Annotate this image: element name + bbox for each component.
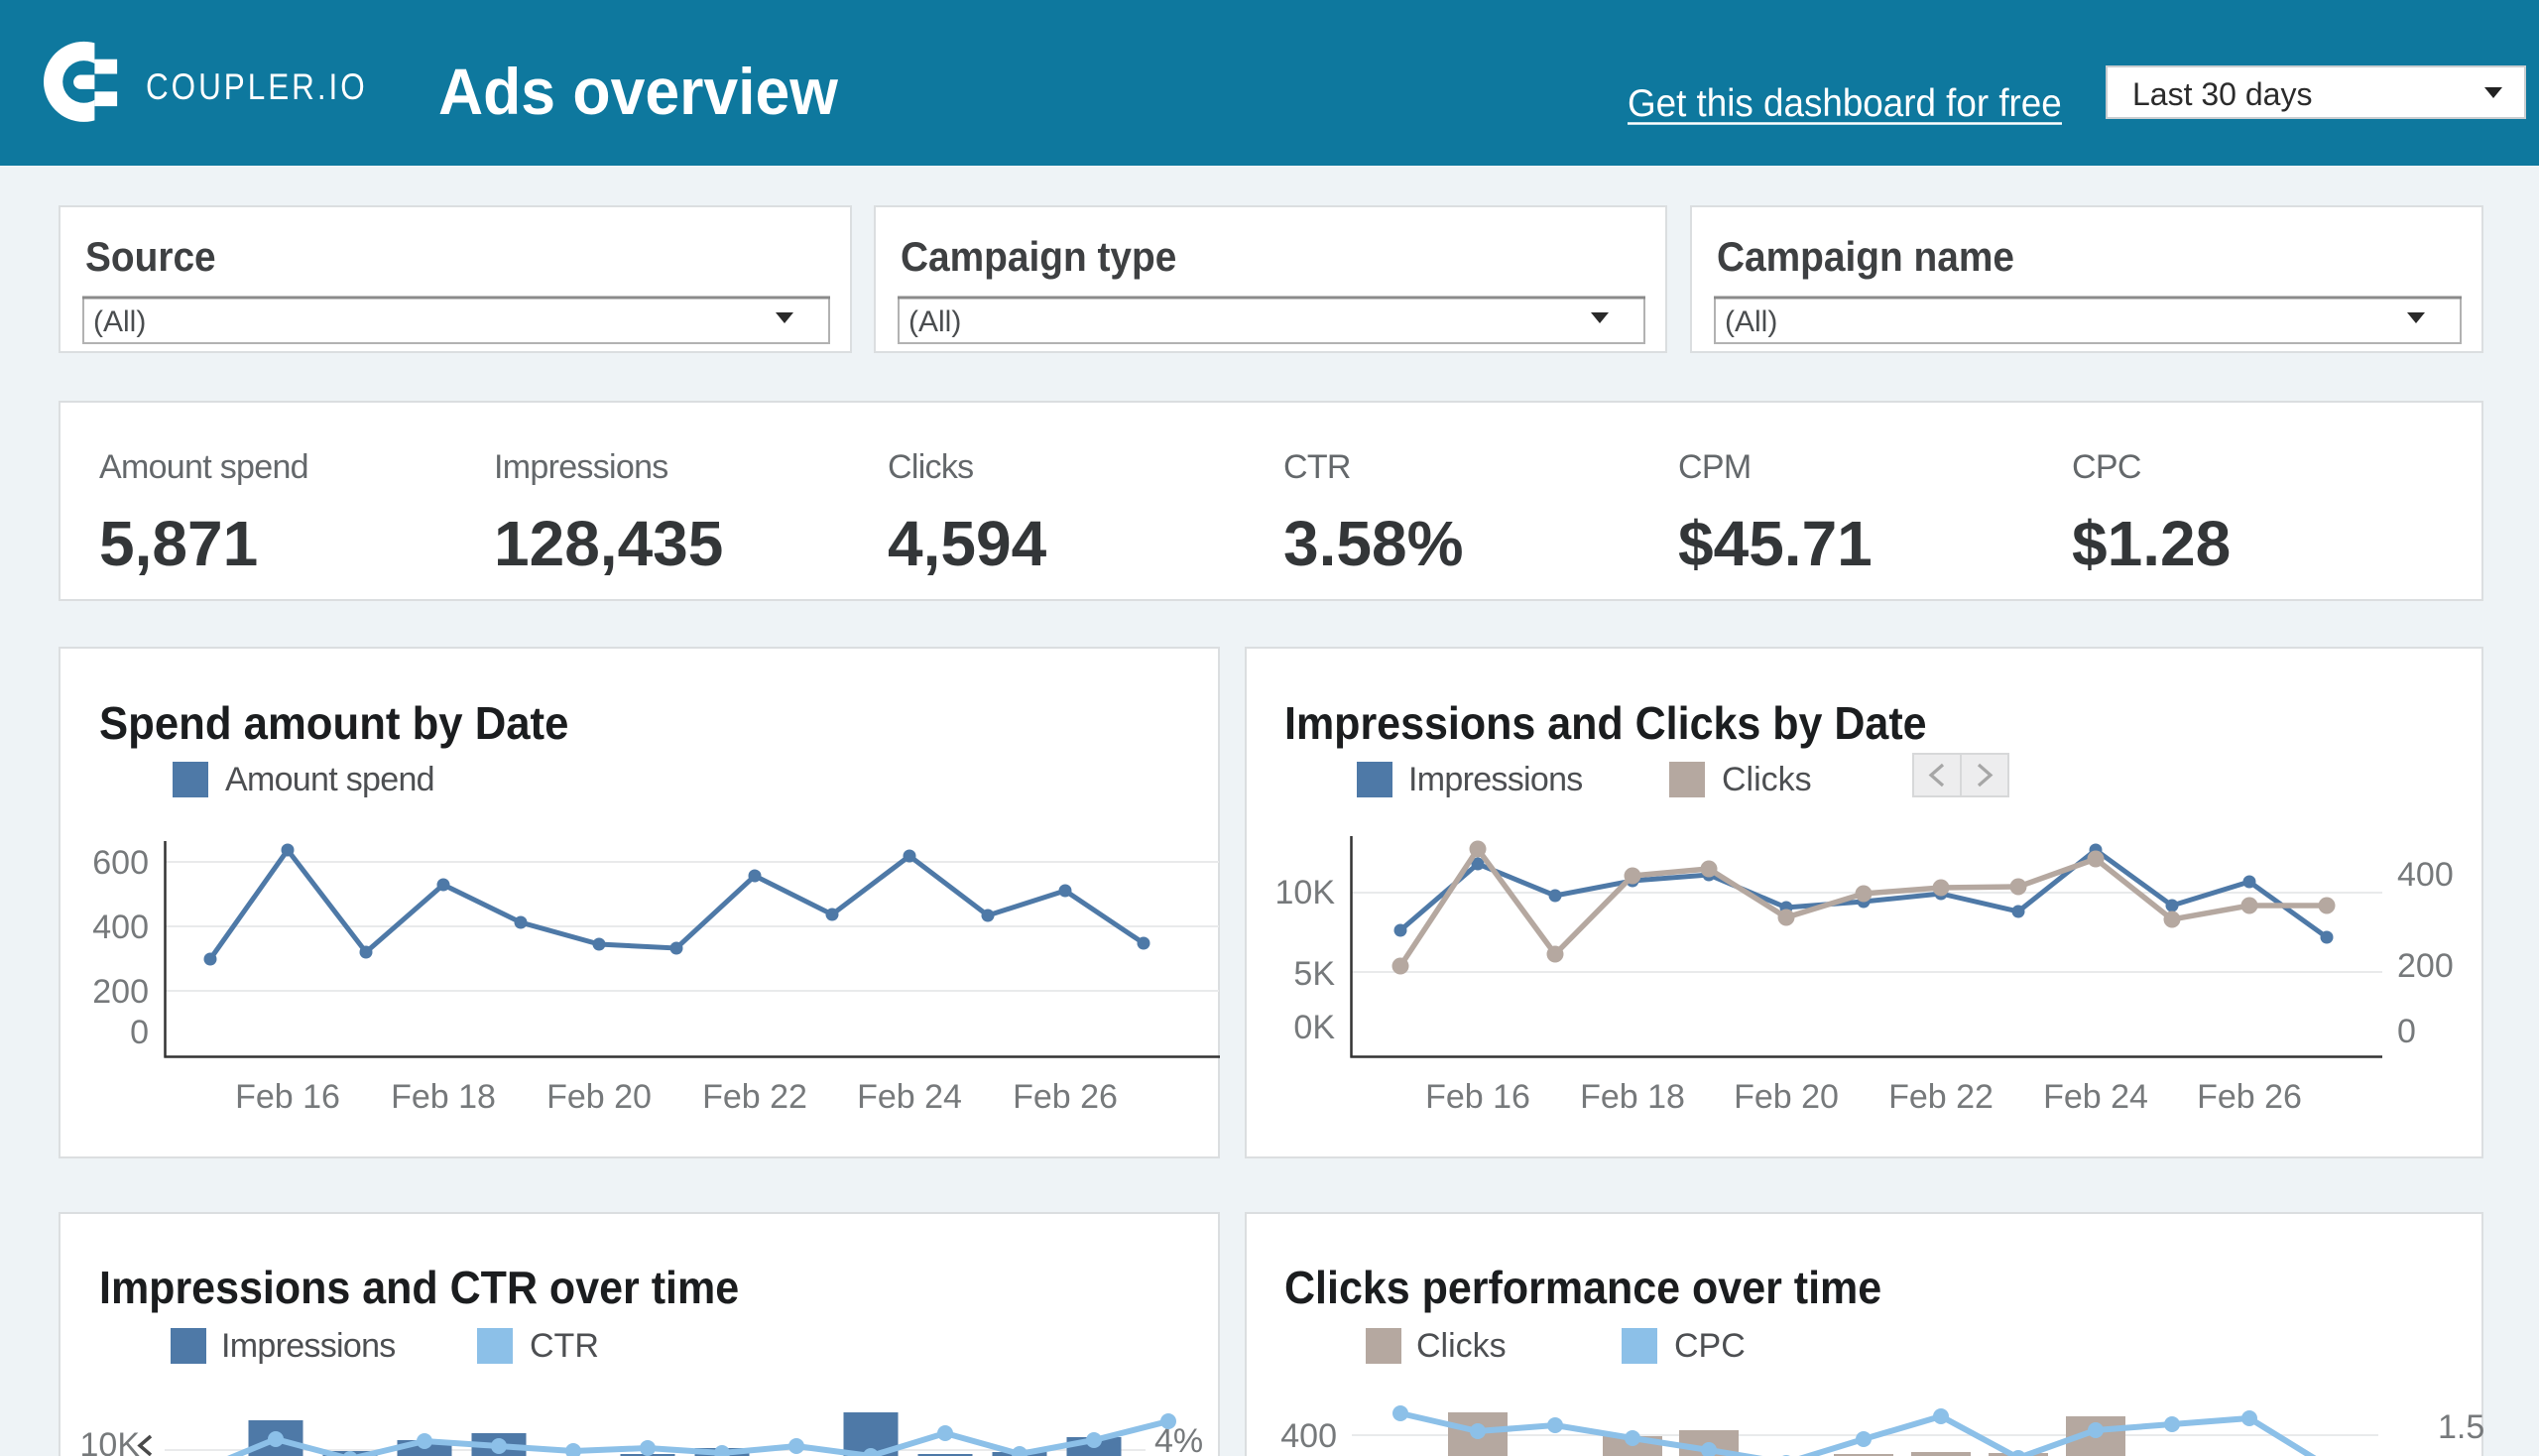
- svg-text:CPC: CPC: [2072, 448, 2141, 486]
- svg-text:Feb 24: Feb 24: [857, 1078, 962, 1116]
- svg-text:4,594: 4,594: [888, 508, 1047, 579]
- svg-text:(All): (All): [908, 305, 961, 338]
- svg-text:Clicks performance over time: Clicks performance over time: [1284, 1264, 1881, 1314]
- svg-text:600: 600: [92, 844, 149, 882]
- svg-text:(All): (All): [1725, 305, 1777, 338]
- svg-text:Feb 24: Feb 24: [2043, 1078, 2148, 1116]
- svg-text:4%: 4%: [1154, 1422, 1203, 1456]
- svg-text:Impressions: Impressions: [221, 1327, 396, 1365]
- svg-text:400: 400: [1280, 1417, 1337, 1455]
- svg-text:3.58%: 3.58%: [1283, 508, 1463, 579]
- svg-text:CTR: CTR: [530, 1327, 599, 1365]
- svg-text:Campaign name: Campaign name: [1717, 233, 2014, 281]
- svg-text:5,871: 5,871: [99, 508, 258, 579]
- svg-text:Last 30 days: Last 30 days: [2132, 76, 2312, 112]
- svg-text:0: 0: [130, 1014, 149, 1051]
- svg-text:5K: 5K: [1293, 955, 1335, 993]
- svg-text:Feb 16: Feb 16: [235, 1078, 340, 1116]
- svg-text:1.5: 1.5: [2438, 1408, 2484, 1446]
- svg-text:Impressions and CTR over time: Impressions and CTR over time: [99, 1264, 739, 1314]
- svg-text:COUPLER.IO: COUPLER.IO: [146, 67, 368, 108]
- svg-text:Feb 18: Feb 18: [391, 1078, 496, 1116]
- svg-text:10K: 10K: [1275, 874, 1336, 911]
- svg-text:Spend amount by Date: Spend amount by Date: [99, 697, 568, 749]
- svg-text:Clicks: Clicks: [888, 448, 973, 486]
- svg-text:Feb 20: Feb 20: [546, 1078, 652, 1116]
- svg-text:Impressions and Clicks by Date: Impressions and Clicks by Date: [1284, 699, 1927, 750]
- svg-text:400: 400: [92, 909, 149, 946]
- svg-text:0K: 0K: [1293, 1009, 1335, 1046]
- svg-text:Ads overview: Ads overview: [438, 55, 839, 128]
- svg-text:Impressions: Impressions: [1408, 761, 1583, 798]
- svg-text:CTR: CTR: [1283, 448, 1351, 486]
- svg-text:$45.71: $45.71: [1678, 508, 1873, 579]
- svg-text:Campaign type: Campaign type: [901, 233, 1176, 281]
- svg-text:Amount spend: Amount spend: [225, 761, 434, 798]
- svg-text:Feb 22: Feb 22: [1888, 1078, 1994, 1116]
- svg-text:200: 200: [92, 973, 149, 1011]
- svg-text:400: 400: [2397, 856, 2454, 894]
- svg-text:CPC: CPC: [1674, 1327, 1746, 1365]
- svg-text:10K: 10K: [80, 1426, 141, 1456]
- svg-text:Feb 16: Feb 16: [1425, 1078, 1530, 1116]
- svg-text:128,435: 128,435: [494, 508, 723, 579]
- svg-text:Clicks: Clicks: [1416, 1327, 1507, 1365]
- svg-text:Amount spend: Amount spend: [99, 448, 308, 486]
- svg-text:0: 0: [2397, 1013, 2416, 1050]
- svg-text:Feb 20: Feb 20: [1734, 1078, 1839, 1116]
- svg-text:200: 200: [2397, 947, 2454, 985]
- svg-text:Feb 18: Feb 18: [1580, 1078, 1685, 1116]
- svg-text:Get this dashboard for free: Get this dashboard for free: [1628, 82, 2062, 125]
- svg-text:Source: Source: [85, 233, 216, 281]
- svg-text:CPM: CPM: [1678, 448, 1751, 486]
- svg-text:Feb 22: Feb 22: [702, 1078, 807, 1116]
- svg-text:Clicks: Clicks: [1722, 761, 1812, 798]
- svg-text:$1.28: $1.28: [2072, 508, 2231, 579]
- svg-text:Feb 26: Feb 26: [1013, 1078, 1118, 1116]
- svg-text:Feb 26: Feb 26: [2197, 1078, 2302, 1116]
- svg-text:Impressions: Impressions: [494, 448, 668, 486]
- svg-text:(All): (All): [93, 305, 146, 338]
